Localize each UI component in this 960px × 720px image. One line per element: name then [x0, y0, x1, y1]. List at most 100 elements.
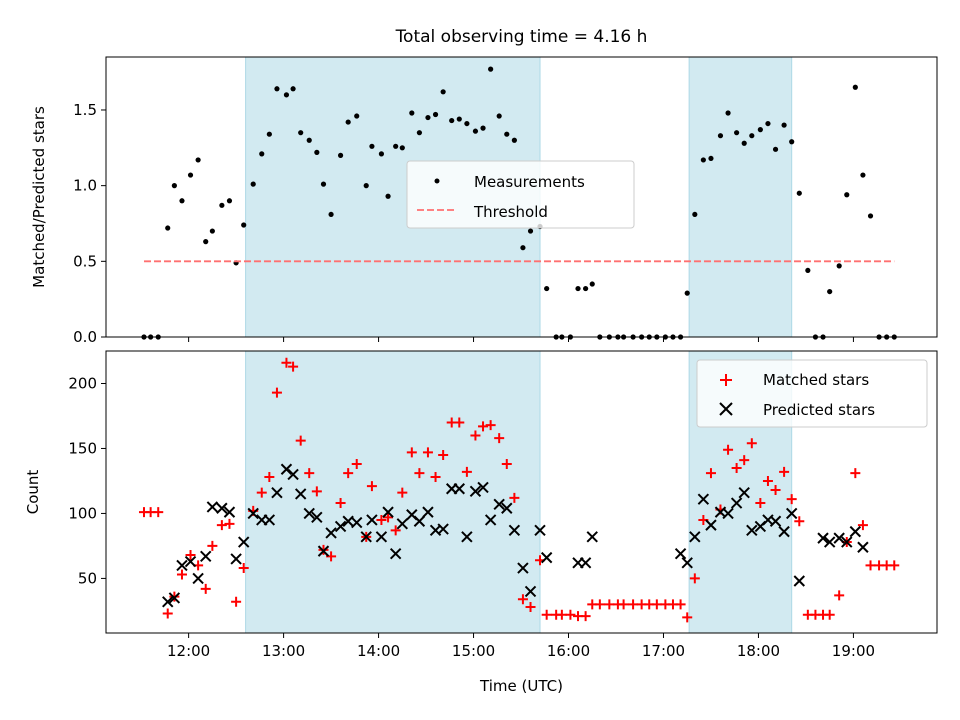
matched-stars-point	[478, 421, 489, 432]
measurements-point	[527, 228, 534, 234]
predicted-stars-point	[311, 511, 323, 524]
matched-stars-point	[176, 569, 187, 580]
predicted-stars-point	[162, 596, 174, 608]
count-legend: Matched stars Predicted stars	[696, 359, 928, 428]
count-panel-ylabel: Count	[24, 470, 42, 515]
predicted-stars-point	[508, 524, 521, 537]
measurements-point	[298, 130, 304, 136]
measurements-point	[274, 86, 280, 92]
matched-stars-point	[383, 512, 394, 523]
matched-stars-point	[454, 417, 465, 428]
matched-stars-point	[461, 466, 472, 477]
measurements-point	[496, 113, 502, 119]
matched-stars-point	[264, 472, 275, 483]
measurements-point	[165, 225, 171, 231]
predicted-stars-point	[200, 550, 212, 563]
predicted-stars-point	[586, 531, 598, 543]
y-tick-label: 200	[68, 374, 97, 392]
measurements-point	[363, 183, 369, 189]
matched-stars-point	[889, 560, 900, 571]
matched-stars-point	[509, 492, 520, 503]
predicted-stars-point	[168, 592, 181, 604]
x-tick-label: 18:00	[737, 642, 780, 660]
measurements-point	[575, 285, 581, 292]
predicted-stars-point	[517, 562, 529, 574]
measurements-point	[852, 84, 858, 90]
measurements-point	[789, 139, 795, 145]
predicted-stars-point	[769, 515, 782, 527]
matched-stars-point	[430, 472, 441, 483]
matched-stars-point	[311, 486, 322, 497]
matched-stars-point	[414, 468, 425, 479]
measurements-point	[328, 211, 334, 218]
y-tick-label: 0.5	[73, 252, 97, 270]
matched-stars-point	[422, 447, 433, 458]
predicted-stars-point	[382, 506, 394, 518]
measurements-point	[266, 131, 272, 137]
matched-stars-point	[604, 599, 615, 610]
predicted-stars-point	[540, 551, 553, 564]
predicted-stars-point	[501, 502, 513, 514]
predicted-stars-point	[849, 525, 862, 538]
measurements-point	[520, 245, 526, 251]
matched-stars-point	[351, 459, 362, 470]
x-tick-label: 17:00	[642, 642, 685, 660]
observing-interval-2	[688, 56, 793, 338]
x-tick-label: 12:00	[167, 642, 210, 660]
matched-stars-point	[594, 599, 605, 610]
matched-stars-point	[746, 438, 757, 449]
measurements-point	[440, 89, 446, 95]
predicted-stars-point	[722, 507, 734, 520]
matched-stars-point	[689, 573, 700, 584]
matched-stars-point	[271, 387, 282, 398]
matched-stars-point	[675, 599, 686, 610]
y-tick-label: 50	[78, 569, 97, 587]
measurements-point	[504, 131, 510, 137]
predicted-stars-point	[778, 525, 790, 538]
predicted-stars-point	[524, 585, 537, 598]
measurements-point	[708, 155, 714, 162]
matched-stars-point	[501, 459, 512, 470]
measurements-point	[314, 149, 320, 155]
legend-matched-marker	[720, 374, 732, 386]
measurements-point	[399, 145, 405, 151]
measurements-point	[241, 222, 247, 228]
predicted-stars-point	[216, 502, 228, 514]
matched-stars-point	[397, 487, 408, 498]
measurements-point	[354, 113, 360, 119]
matched-stars-point	[779, 466, 790, 477]
predicted-stars-point	[351, 516, 363, 529]
predicted-stars-point	[176, 559, 188, 572]
predicted-stars-point	[453, 483, 466, 495]
ratio-panel-frame	[105, 56, 938, 338]
count-panel-frame	[105, 350, 938, 634]
x-tick-label: 15:00	[452, 642, 495, 660]
measurements-point	[700, 157, 706, 163]
count-legend-box	[696, 359, 928, 428]
matched-stars-point	[541, 609, 552, 620]
matched-stars-point	[153, 507, 164, 518]
matched-stars-point	[256, 487, 267, 498]
measurements-point	[203, 239, 209, 245]
predicted-stars-point	[238, 536, 250, 548]
matched-stars-point	[185, 550, 196, 561]
measurements-point	[796, 190, 802, 196]
matched-stars-point	[770, 485, 781, 496]
measurements-point	[456, 116, 462, 122]
matched-stars-point	[295, 435, 306, 446]
matched-stars-point	[390, 525, 401, 536]
measurements-point	[187, 172, 194, 178]
measurements-point	[378, 151, 385, 157]
predicted-stars-point	[334, 520, 347, 533]
measurements-point	[544, 285, 550, 292]
measurements-point	[219, 202, 225, 208]
y-tick-label: 1.0	[73, 177, 97, 195]
predicted-stars-point	[579, 557, 592, 569]
matched-stars-point	[628, 599, 639, 610]
predicted-stars-point	[247, 507, 259, 520]
legend-predicted-label: Predicted stars	[763, 401, 875, 419]
legend-matched-label: Matched stars	[763, 371, 869, 389]
measurements-point	[432, 111, 439, 118]
predicted-stars-point	[681, 557, 693, 569]
